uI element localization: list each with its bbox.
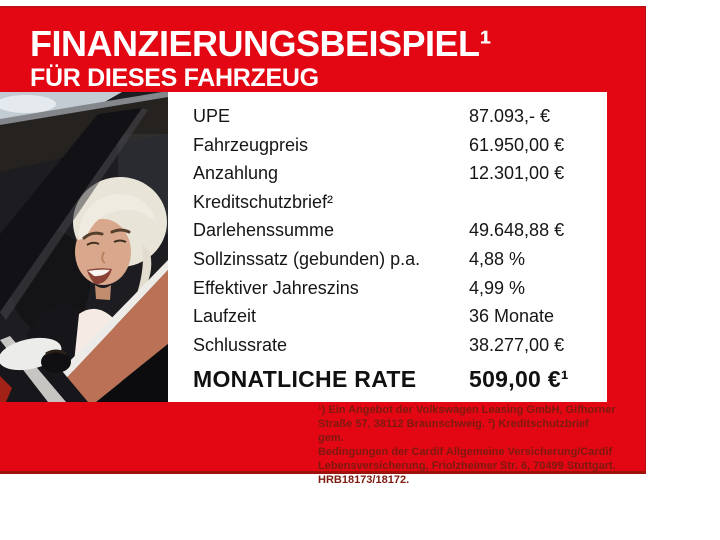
car-woman-photo-illustration (0, 92, 168, 402)
headline-subtitle: FÜR DIESES FAHRZEUG (30, 64, 319, 92)
monthly-rate-row: MONATLICHE RATE 509,00 €¹ (193, 362, 607, 396)
footnote-line: Straße 57, 38112 Braunschweig. ²) Kredit… (318, 417, 589, 444)
row-value: 49.648,88 € (469, 220, 565, 241)
row-value: 12.301,00 € (469, 163, 565, 184)
headline-title: FINANZIERUNGSBEISPIEL¹ (30, 23, 492, 64)
row-value: 4,99 % (469, 277, 526, 298)
monthly-rate-label: MONATLICHE RATE (193, 366, 417, 393)
row-label: Darlehenssumme (193, 220, 335, 241)
legal-footnote: ¹) Ein Angebot der Volkswagen Leasing Gm… (318, 404, 616, 487)
row-label: UPE (193, 106, 231, 126)
table-row: Darlehenssumme 49.648,88 € (193, 216, 607, 245)
row-label: Schlussrate (193, 334, 288, 355)
table-row: Kreditschutzbrief² (193, 188, 607, 217)
table-row: Anzahlung 12.301,00 € (193, 159, 607, 188)
monthly-rate-value: 509,00 €¹ (469, 366, 569, 393)
row-label: Anzahlung (193, 163, 279, 184)
row-value: 4,88 % (469, 248, 526, 269)
finance-table-panel: UPE 87.093,- € Fahrzeugpreis 61.950,00 €… (168, 92, 607, 402)
table-row: Effektiver Jahreszins 4,99 % (193, 274, 607, 303)
headline: FINANZIERUNGSBEISPIEL¹ FÜR DIESES FAHRZE… (30, 23, 492, 93)
row-label: Sollzinssatz (gebunden) p.a. (193, 248, 421, 269)
row-value: 87.093,- € (469, 106, 551, 126)
footnote-line: ¹) Ein Angebot der Volkswagen Leasing Gm… (318, 404, 616, 416)
table-row: Schlussrate 38.277,00 € (193, 331, 607, 360)
table-row: Fahrzeugpreis 61.950,00 € (193, 131, 607, 160)
row-label: Fahrzeugpreis (193, 134, 309, 155)
table-row: Sollzinssatz (gebunden) p.a. 4,88 % (193, 245, 607, 274)
car-woman-photo (0, 92, 168, 402)
footnote-line: Lebensversicherung, Friolzheimer Str. 6,… (318, 459, 616, 472)
footnote-line: HRB18173/18172. (318, 473, 410, 486)
row-value: 38.277,00 € (469, 334, 565, 355)
table-row: Laufzeit 36 Monate (193, 302, 607, 331)
row-label: Kreditschutzbrief² (193, 191, 334, 212)
row-label: Laufzeit (193, 306, 257, 327)
row-label: Effektiver Jahreszins (193, 277, 359, 298)
row-value: 36 Monate (469, 306, 555, 327)
table-row: UPE 87.093,- € (193, 102, 607, 131)
row-value: 61.950,00 € (469, 134, 565, 155)
footnote-line: Bedingungen der Cardif Allgemeine Versic… (318, 445, 613, 458)
